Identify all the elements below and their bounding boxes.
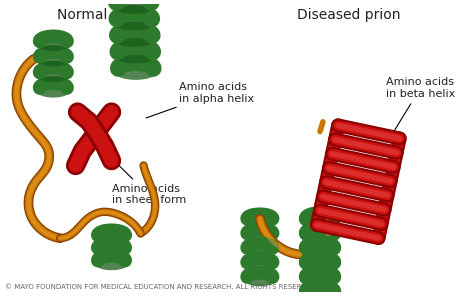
Text: © MAYO FOUNDATION FOR MEDICAL EDUCATION AND RESEARCH. ALL RIGHTS RESERVED: © MAYO FOUNDATION FOR MEDICAL EDUCATION … <box>5 284 315 289</box>
Text: Normal prion: Normal prion <box>57 8 147 22</box>
Text: Amino acids
in sheet form: Amino acids in sheet form <box>96 143 186 205</box>
Text: Amino acids
in alpha helix: Amino acids in alpha helix <box>146 82 255 118</box>
Text: Amino acids
in beta helix: Amino acids in beta helix <box>386 77 455 139</box>
Text: Diseased prion: Diseased prion <box>297 8 401 22</box>
